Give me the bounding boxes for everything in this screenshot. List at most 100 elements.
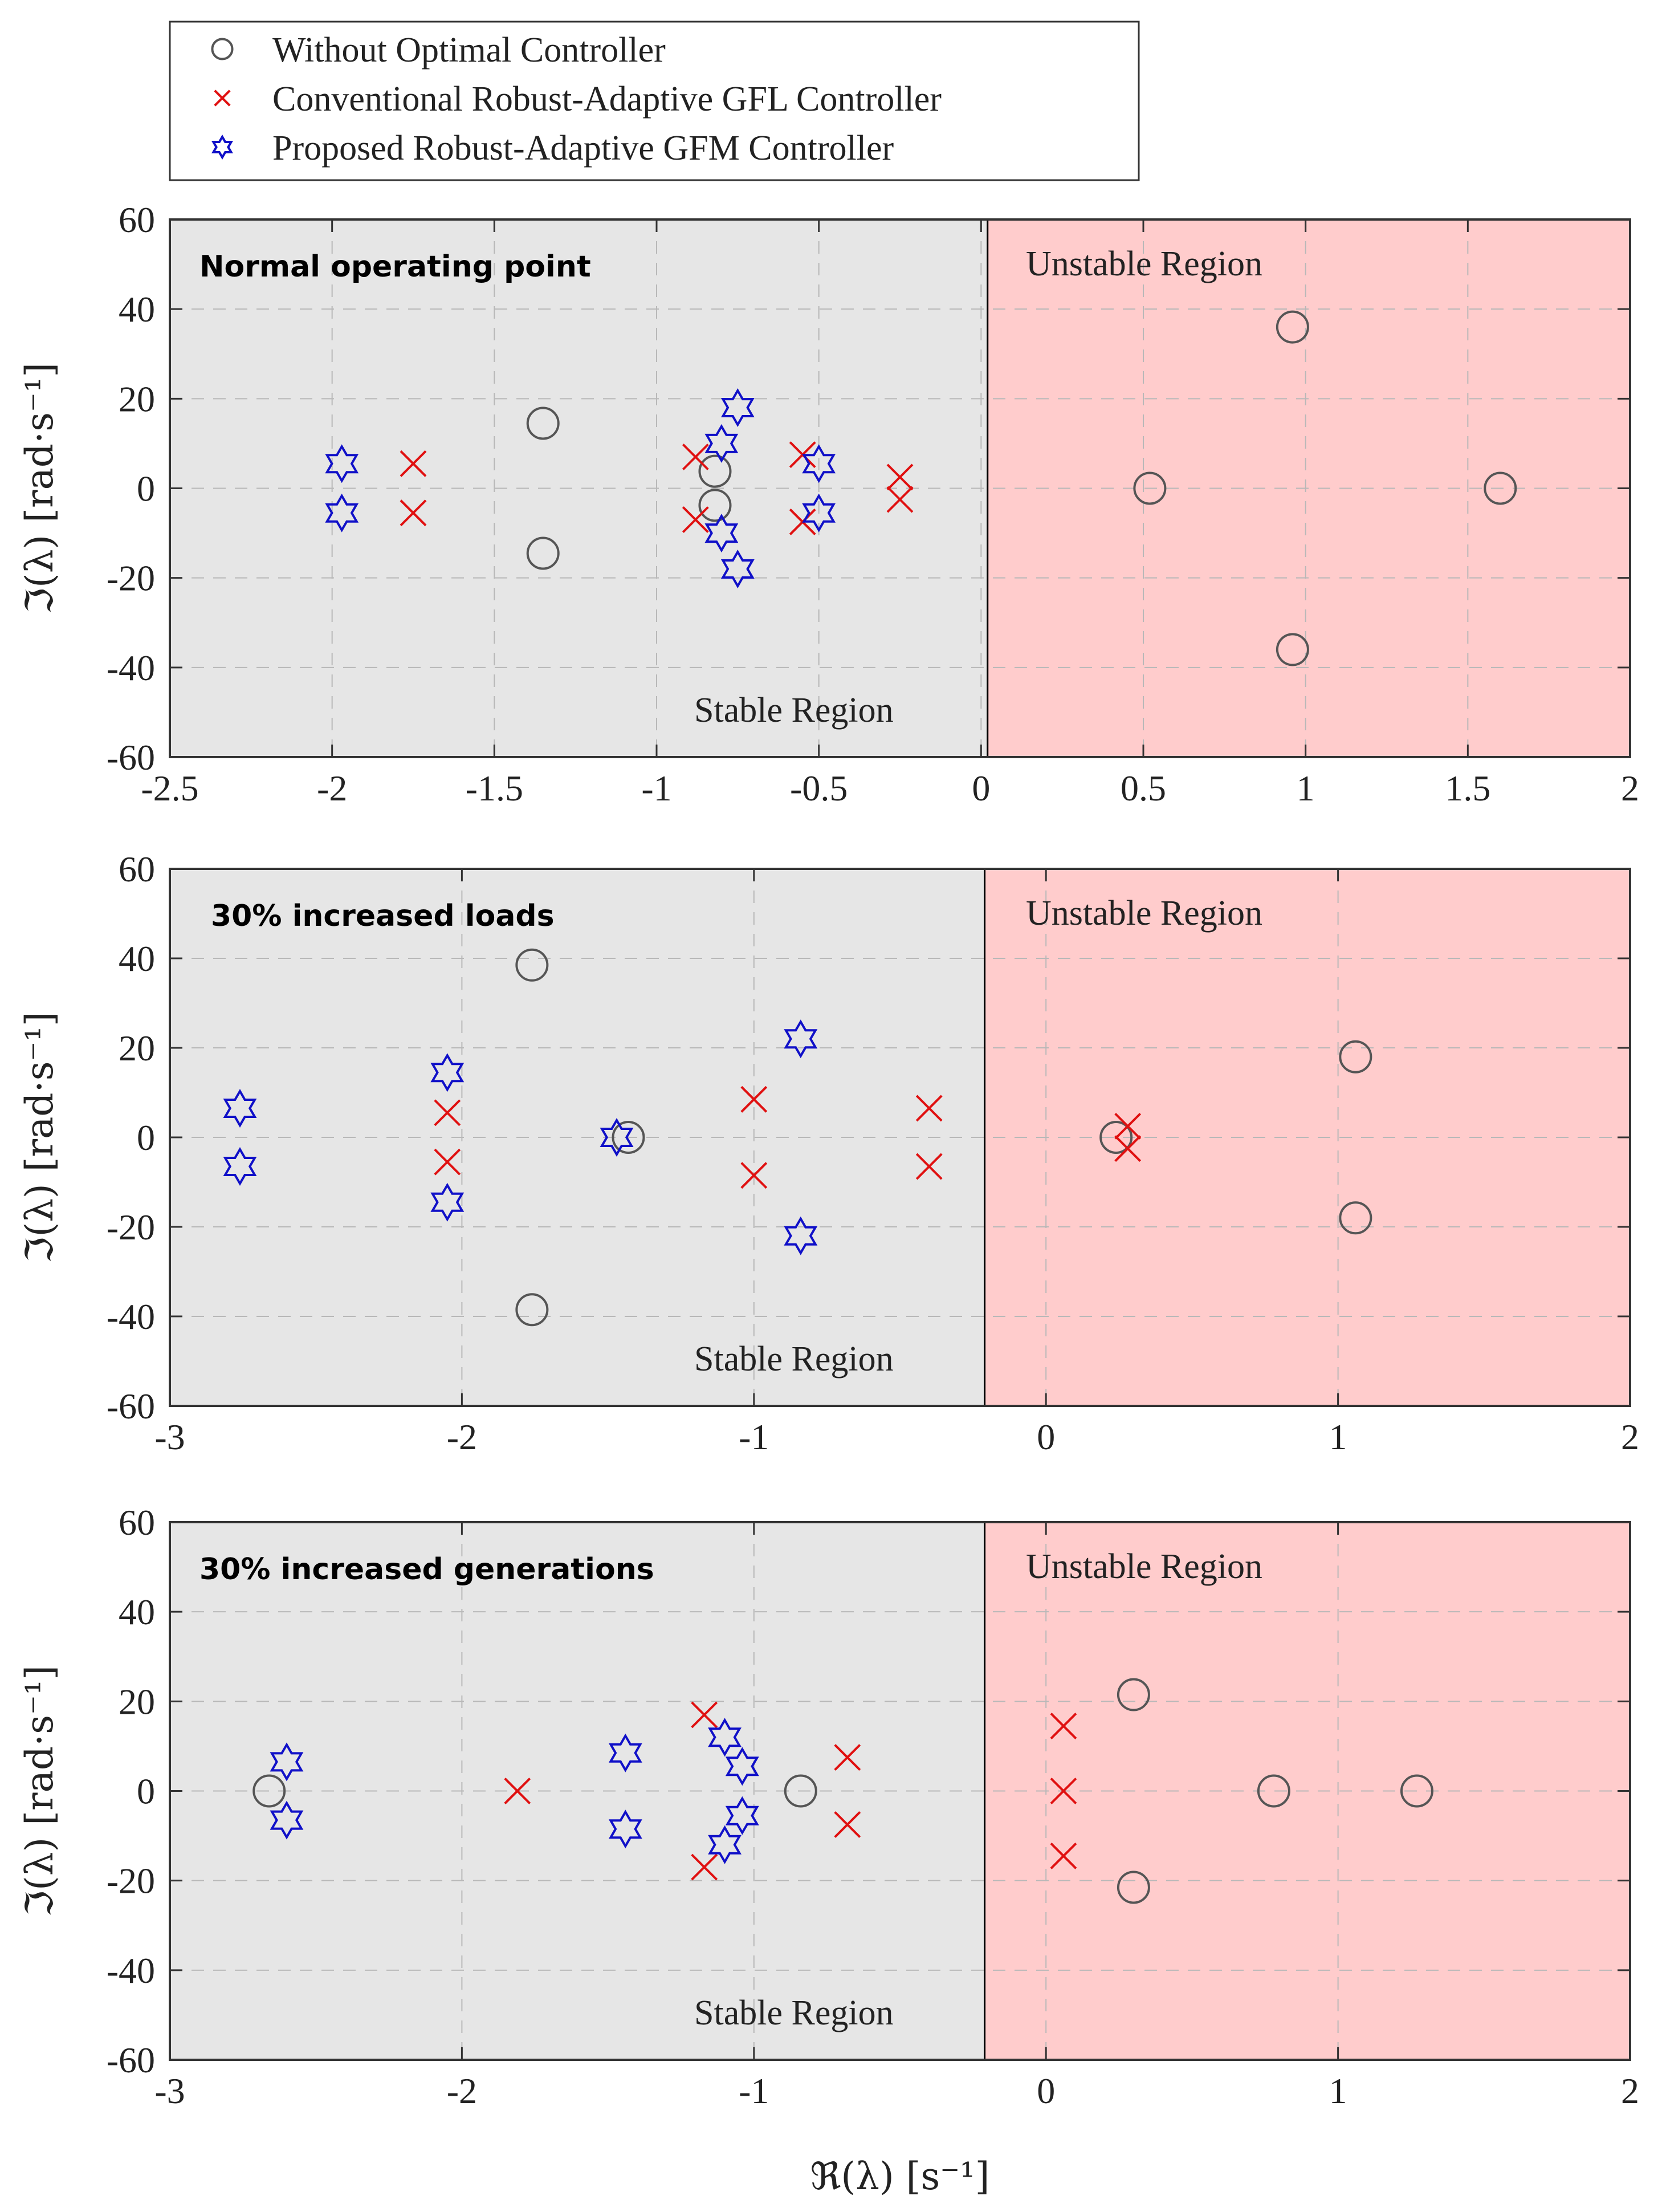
eigenvalue-circle-marker (252, 1774, 286, 1808)
eigenvalue-star-marker (704, 424, 739, 463)
y-tick-label: 20 (119, 1028, 155, 1068)
stable-region-area (170, 1522, 985, 2060)
eigenvalue-cross-marker (434, 1148, 461, 1176)
y-tick-label: -60 (107, 2040, 155, 2080)
eigenvalue-circle-marker (1133, 471, 1167, 505)
eigenvalue-cross-marker (1050, 1713, 1077, 1739)
unstable-region-label: Unstable Region (1026, 894, 1262, 933)
plot-title: 30% increased generations (199, 1552, 654, 1587)
eigenvalue-star-marker (708, 1718, 742, 1757)
eigenvalue-circle-marker (1257, 1774, 1290, 1808)
eigenvalue-star-marker (211, 135, 234, 160)
legend-label: Proposed Robust-Adaptive GFM Controller (272, 129, 894, 168)
y-tick-label: 0 (137, 469, 155, 509)
eigenvalue-cross-marker (682, 444, 709, 470)
y-axis-label: ℑ(λ) [rad·s⁻¹] (18, 1011, 62, 1263)
eigenvalue-star-marker (608, 1810, 642, 1849)
x-tick-label: -1 (641, 768, 671, 808)
y-tick-label: 40 (119, 1592, 155, 1632)
y-tick-label: -20 (107, 558, 155, 599)
x-tick-label: -2 (447, 2071, 477, 2111)
eigenvalue-star-marker (223, 1088, 257, 1128)
x-tick-label: -2 (317, 768, 347, 808)
x-tick-label: 2 (1621, 1417, 1639, 1457)
eigenvalue-star-marker (720, 388, 755, 428)
eigenvalue-star-marker (802, 444, 836, 483)
eigenvalue-cross-marker (915, 1153, 943, 1180)
eigenvalue-circle-marker (515, 1293, 549, 1327)
x-tick-label: 1 (1297, 768, 1315, 808)
x-axis-label: ℜ(λ) [s⁻¹] (810, 2154, 990, 2198)
eigenvalue-cross-marker (834, 1811, 861, 1838)
y-tick-label: 60 (119, 1502, 155, 1543)
x-tick-label: 1 (1329, 2071, 1347, 2111)
eigenvalue-star-marker (704, 514, 739, 553)
eigenvalue-circle-marker (1117, 1871, 1150, 1904)
x-tick-label: 0 (972, 768, 990, 808)
stable-region-area (170, 869, 985, 1406)
eigenvalue-star-marker (270, 1742, 304, 1782)
unstable-region-label: Unstable Region (1026, 245, 1262, 283)
eigenvalue-star-marker (784, 1216, 818, 1255)
stable-region-label: Stable Region (694, 691, 894, 730)
eigenvalue-star-marker (430, 1053, 465, 1092)
x-tick-label: -1 (739, 2071, 769, 2111)
eigenvalue-star-marker (608, 1733, 642, 1772)
eigenvalue-cross-marker (915, 1095, 943, 1122)
y-tick-label: 0 (137, 1117, 155, 1158)
eigenvalue-cross-marker (504, 1778, 531, 1804)
eigenvalue-cross-marker (1114, 1135, 1142, 1162)
eigenvalue-circle-marker (515, 948, 549, 982)
eigenvalue-plot-3: -3 -2 -1 0 1 2 -60 -40 -20 0 20 40 60 Unstable Region… (18, 1502, 1639, 2198)
x-tick-label: 0 (1037, 2071, 1055, 2111)
eigenvalue-star-marker (600, 1117, 634, 1157)
stable-region-label: Stable Region (694, 1340, 894, 1379)
eigenvalue-cross-marker (214, 90, 231, 107)
eigenvalue-cross-marker (1114, 1112, 1142, 1140)
legend: Without Optimal Controller Conventional R… (169, 21, 1140, 181)
eigenvalue-circle-marker (698, 454, 732, 488)
eigenvalue-plot-2: -3 -2 -1 0 1 2 -60 -40 -20 0 20 40 60 Unstable Region… (18, 849, 1639, 1457)
x-tick-label: 1.5 (1445, 768, 1490, 808)
eigenvalue-cross-marker (886, 463, 914, 491)
eigenvalue-cross-marker (400, 499, 427, 527)
x-tick-label: 1 (1329, 1417, 1347, 1457)
x-tick-label: -1.5 (466, 768, 523, 808)
x-tick-label: -3 (154, 2071, 185, 2111)
y-axis-label: ℑ(λ) [rad·s⁻¹] (18, 363, 62, 614)
eigenvalue-star-marker (725, 1796, 759, 1835)
x-tick-label: 2 (1621, 768, 1639, 808)
x-tick-label: 0 (1037, 1417, 1055, 1457)
eigenvalue-circle-marker (1400, 1774, 1433, 1808)
eigenvalue-star-marker (720, 549, 755, 589)
eigenvalue-circle-marker (1339, 1040, 1372, 1074)
eigenvalue-star-marker (802, 493, 836, 532)
y-tick-label: 40 (119, 289, 155, 330)
legend-label: Without Optimal Controller (272, 31, 666, 70)
y-tick-label: 40 (119, 938, 155, 979)
eigenvalue-star-marker (430, 1182, 465, 1222)
eigenvalue-circle-marker (1276, 310, 1309, 344)
eigenvalue-star-marker (325, 444, 359, 483)
x-tick-label: -3 (154, 1417, 185, 1457)
y-tick-label: -40 (107, 1950, 155, 1991)
y-tick-label: -40 (107, 648, 155, 688)
x-tick-label: 0.5 (1121, 768, 1166, 808)
eigenvalue-circle-marker (211, 38, 234, 60)
y-tick-label: 60 (119, 200, 155, 240)
x-tick-label: 2 (1621, 2071, 1639, 2111)
eigenvalue-cross-marker (740, 1085, 768, 1113)
eigenvalue-star-marker (325, 493, 359, 532)
plot-title: 30% increased loads (211, 899, 555, 933)
y-tick-label: -60 (107, 737, 155, 778)
y-tick-label: -20 (107, 1207, 155, 1247)
eigenvalue-circle-marker (784, 1774, 817, 1808)
x-tick-label: -2 (447, 1417, 477, 1457)
eigenvalue-circle-marker (1276, 633, 1309, 666)
eigenvalue-cross-marker (682, 506, 709, 533)
eigenvalue-circle-marker (1099, 1121, 1133, 1154)
eigenvalue-cross-marker (691, 1701, 718, 1729)
eigenvalue-circle-marker (698, 489, 732, 522)
x-tick-label: -1 (739, 1417, 769, 1457)
